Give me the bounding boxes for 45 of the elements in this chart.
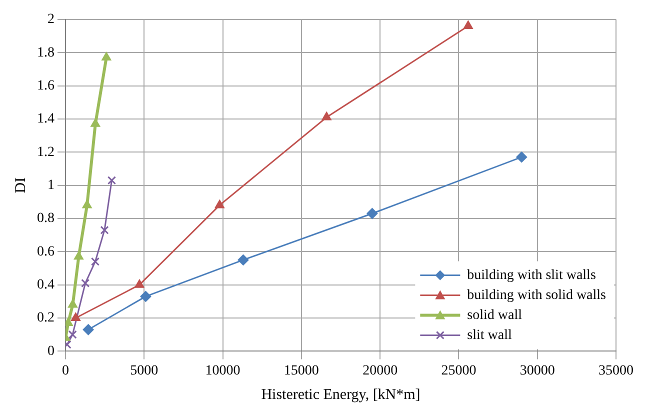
y-tick-label: 1.2 (37, 144, 54, 160)
point (366, 208, 378, 220)
point (322, 112, 332, 120)
y-tick-label: 2 (48, 12, 54, 28)
point (82, 324, 94, 336)
x-tick-label: 10000 (205, 363, 240, 378)
y-tick-label: 0.2 (37, 310, 54, 326)
point (463, 20, 473, 30)
point (90, 118, 100, 127)
x-tick-label: 15000 (284, 363, 319, 378)
x-tick-label: 25000 (441, 363, 476, 378)
point (516, 152, 528, 163)
x-tick-label: 35000 (598, 363, 634, 378)
x-tick-label: 0 (62, 363, 69, 378)
point (214, 200, 224, 208)
point (107, 176, 116, 185)
y-axis-title: DI (12, 177, 29, 194)
point (100, 226, 109, 234)
x-axis-title: Histeretic Energy, [kN*m] (261, 386, 420, 403)
point (82, 200, 92, 208)
point (140, 290, 152, 302)
y-tick-label: 1 (48, 178, 54, 193)
x-tick-label: 20000 (362, 363, 398, 378)
point (68, 299, 78, 308)
y-tick-label: 0.8 (37, 211, 54, 226)
legend-label: solid wall (467, 308, 522, 323)
legend-label: building with solid walls (467, 288, 606, 303)
y-tick-label: 0 (48, 344, 54, 359)
point (102, 52, 112, 61)
point (90, 257, 100, 266)
point (74, 251, 84, 260)
y-tick-label: 1.8 (37, 45, 54, 60)
y-tick-label: 1.4 (37, 112, 54, 127)
point (238, 254, 249, 266)
y-tick-label: 0.6 (37, 244, 54, 260)
point (81, 278, 90, 288)
legend-label: slit wall (467, 328, 512, 343)
y-tick-label: 0.4 (37, 278, 54, 293)
legend-label: building with slit walls (467, 268, 596, 283)
x-tick-label: 30000 (520, 363, 555, 378)
point (134, 279, 144, 288)
y-tick-label: 1.6 (37, 78, 54, 94)
point (68, 330, 77, 339)
point (70, 312, 81, 322)
x-tick-label: 5000 (130, 363, 158, 378)
